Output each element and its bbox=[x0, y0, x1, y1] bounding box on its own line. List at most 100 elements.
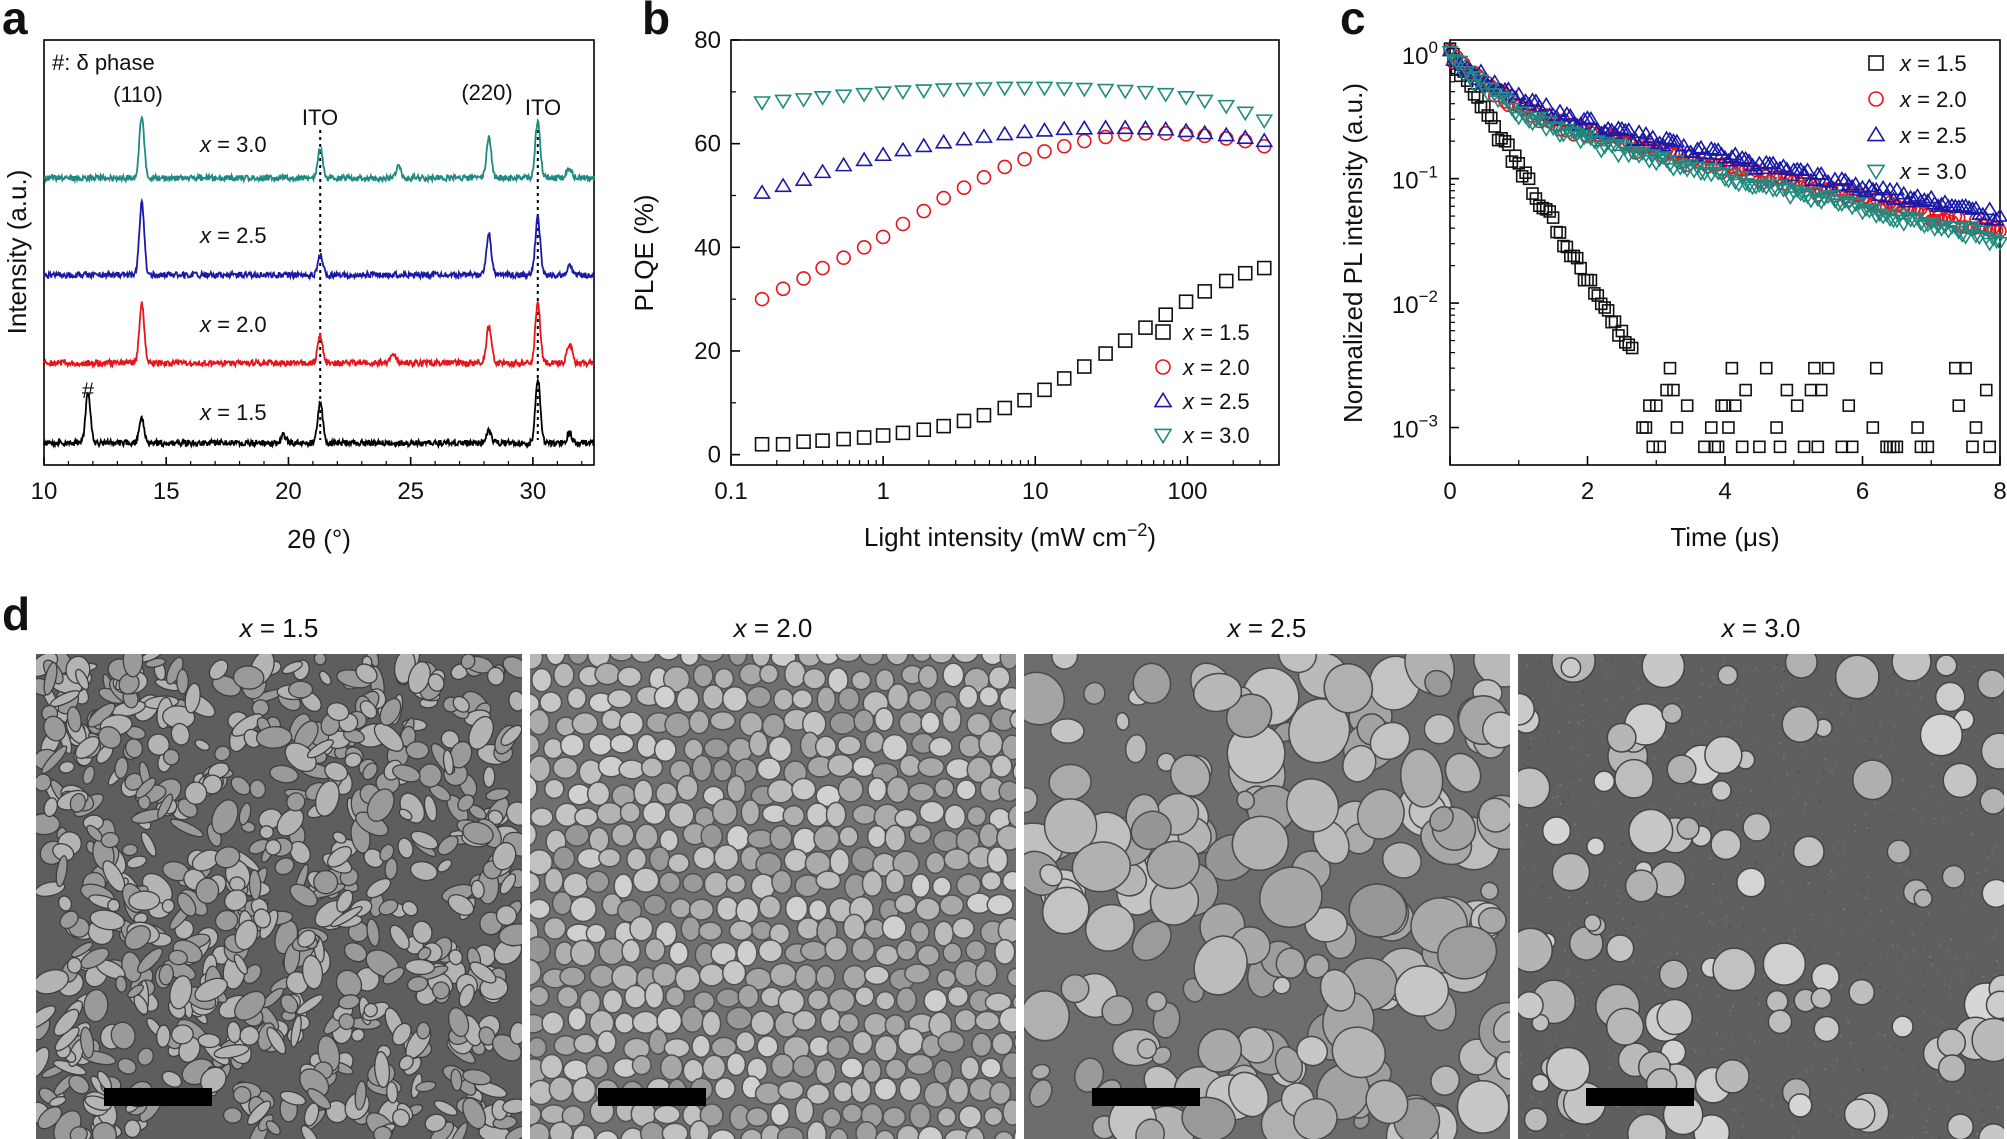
sem-texture bbox=[1912, 808, 1915, 811]
sem-grain bbox=[1181, 1096, 1236, 1139]
sem-texture bbox=[1922, 942, 1925, 945]
sem-texture bbox=[1612, 933, 1615, 936]
sem-grain bbox=[850, 670, 872, 691]
sem-texture bbox=[1916, 735, 1919, 738]
plqe-data-point bbox=[1236, 129, 1255, 144]
sem-texture bbox=[1582, 728, 1585, 731]
sem-texture bbox=[1576, 838, 1579, 841]
sem-texture bbox=[1526, 824, 1529, 827]
sem-island bbox=[1891, 654, 1932, 682]
sem-texture bbox=[1593, 858, 1596, 861]
sem-grain bbox=[83, 988, 109, 1023]
sem-grain bbox=[618, 759, 646, 780]
sem-grain bbox=[194, 977, 228, 1003]
pl-decay-data-point bbox=[1790, 399, 1804, 412]
sem-texture bbox=[1998, 934, 2001, 937]
sem-texture bbox=[1948, 995, 1951, 998]
sem-grain bbox=[543, 867, 564, 894]
sem-texture bbox=[1846, 1092, 1849, 1095]
sem-texture bbox=[1947, 838, 1950, 841]
sem-texture bbox=[1877, 938, 1880, 941]
sem-grain bbox=[405, 741, 430, 760]
sem-grain bbox=[624, 984, 647, 1009]
pl-decay-data-point bbox=[1799, 190, 1816, 205]
sem-grain bbox=[918, 800, 945, 824]
sem-texture bbox=[1827, 900, 1830, 903]
sem-grain bbox=[680, 1005, 705, 1033]
plqe-data-point bbox=[1217, 99, 1236, 115]
sem-texture bbox=[1962, 885, 1965, 888]
sem-texture bbox=[1719, 900, 1722, 903]
sem-texture bbox=[1601, 882, 1604, 885]
sem-texture bbox=[1902, 731, 1905, 734]
pl-decay-data-point bbox=[1605, 315, 1618, 329]
sem-grain bbox=[794, 963, 818, 991]
sem-texture bbox=[1766, 866, 1769, 869]
pl-decay-data-point bbox=[1668, 133, 1686, 148]
pl-decay-x-tick-label: 2 bbox=[1581, 478, 1594, 505]
sem-grain bbox=[931, 876, 952, 897]
sem-texture bbox=[1744, 667, 1747, 670]
sem-grain bbox=[1193, 935, 1248, 996]
pl-decay-data-point bbox=[1861, 178, 1878, 193]
sem-grain bbox=[126, 855, 148, 869]
sem-grain bbox=[213, 1044, 250, 1059]
sem-grain bbox=[470, 879, 485, 900]
pl-decay-data-point bbox=[1988, 211, 2005, 226]
sem-texture bbox=[1831, 1115, 1834, 1118]
sem-texture bbox=[1842, 836, 1845, 839]
sem-grain bbox=[854, 986, 875, 1007]
sem-grain bbox=[269, 764, 299, 784]
sem-grain bbox=[661, 1122, 689, 1139]
sem-grain bbox=[667, 852, 690, 874]
sem-grain bbox=[389, 924, 410, 950]
sem-texture bbox=[1743, 816, 1746, 819]
pl-decay-data-point bbox=[1598, 301, 1611, 314]
pl-decay-data-point bbox=[1484, 111, 1498, 125]
pl-decay-data-point bbox=[1991, 208, 2007, 222]
sem-texture bbox=[1828, 806, 1831, 809]
sem-texture bbox=[1699, 1069, 1702, 1072]
sem-texture bbox=[1656, 966, 1659, 969]
sem-texture bbox=[1839, 984, 1842, 987]
sem-texture bbox=[1905, 871, 1908, 874]
sem-texture bbox=[1943, 979, 1946, 982]
pl-decay-data-point bbox=[1812, 196, 1830, 210]
plqe-data-point bbox=[775, 281, 791, 297]
plqe-y-tick-label: 60 bbox=[694, 131, 721, 158]
sem-texture bbox=[1658, 788, 1661, 791]
plqe-data-point bbox=[956, 413, 972, 429]
sem-texture bbox=[1678, 859, 1681, 862]
plqe-data-point bbox=[775, 436, 791, 452]
pl-decay-data-point bbox=[1592, 144, 1610, 159]
sem-texture bbox=[1740, 1135, 1743, 1138]
sem-texture bbox=[1658, 1047, 1661, 1050]
sem-texture bbox=[1761, 1098, 1764, 1101]
sem-texture bbox=[1736, 684, 1739, 687]
sem-texture bbox=[1566, 810, 1569, 813]
plqe-x-tick-label: 0.1 bbox=[714, 478, 747, 505]
sem-grain bbox=[884, 1014, 907, 1037]
sem-texture bbox=[1754, 667, 1757, 670]
sem-texture bbox=[1776, 1095, 1779, 1098]
sem-texture bbox=[1676, 902, 1679, 905]
pl-decay-data-point bbox=[1599, 136, 1617, 151]
sem-grain bbox=[176, 892, 197, 917]
sem-texture bbox=[1853, 823, 1856, 826]
sem-texture bbox=[1768, 776, 1771, 779]
sem-texture bbox=[1559, 802, 1562, 805]
sem-texture bbox=[1840, 655, 1843, 658]
xrd-peak-label: ITO bbox=[525, 95, 561, 120]
sem-texture bbox=[1928, 912, 1931, 915]
pl-decay-legend-marker bbox=[1866, 164, 1886, 181]
sem-grain bbox=[433, 1100, 458, 1116]
sem-grain bbox=[417, 946, 432, 961]
sem-texture bbox=[1835, 736, 1838, 739]
sem-texture bbox=[1708, 920, 1711, 923]
sem-grain bbox=[427, 673, 445, 692]
sem-texture bbox=[1738, 1059, 1741, 1062]
sem-grain bbox=[222, 1107, 243, 1124]
sem-texture bbox=[1612, 791, 1615, 794]
sem-texture bbox=[1650, 962, 1653, 965]
sem-texture bbox=[1907, 1086, 1910, 1089]
